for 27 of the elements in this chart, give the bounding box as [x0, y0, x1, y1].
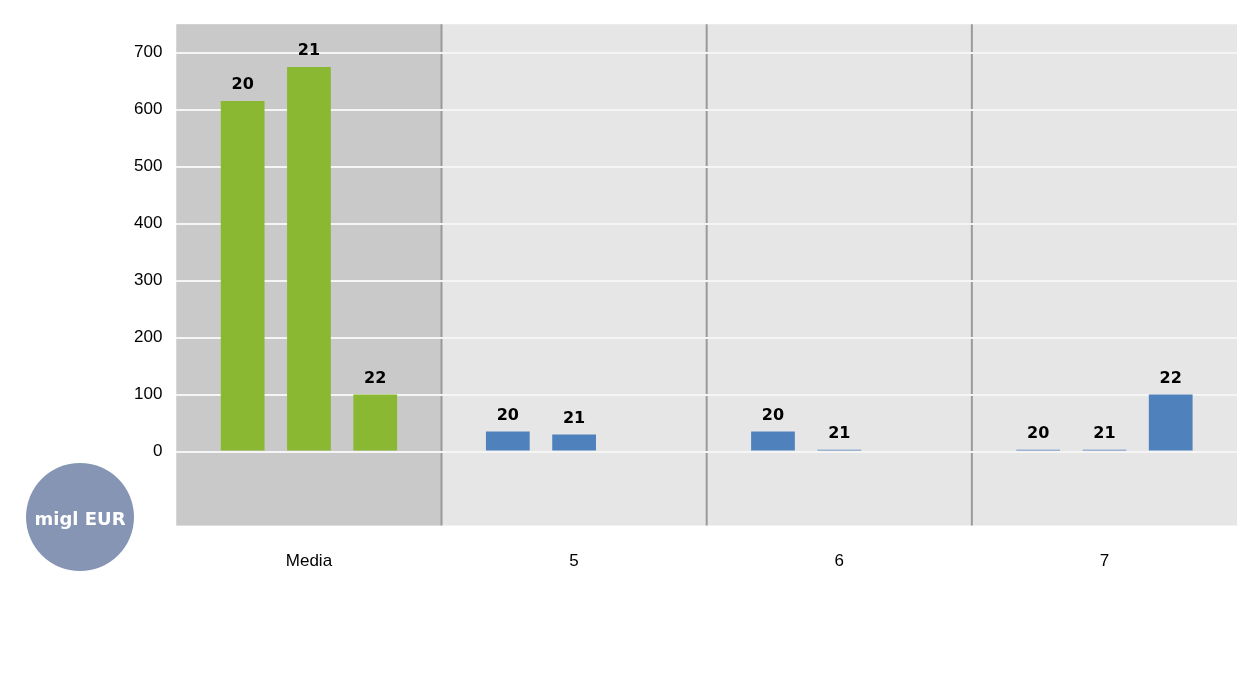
text: 20: [231, 74, 254, 94]
series-label: 22: [364, 367, 387, 387]
x-tick-label: 5: [569, 551, 579, 571]
text: 20: [761, 404, 785, 424]
y-tick-label: 200: [133, 327, 163, 347]
y-tick-label: 300: [133, 270, 163, 290]
x-tick-label: Media: [285, 551, 333, 571]
series-label: 20: [1027, 422, 1050, 442]
y-axis-title: migl EUR: [33, 508, 127, 529]
bar: [552, 434, 596, 451]
bar: [353, 394, 398, 451]
text: 20: [496, 404, 519, 424]
bar: [751, 431, 795, 451]
text: 21: [297, 40, 321, 60]
y-tick-label: 400: [133, 213, 163, 233]
y-tick-label: 600: [133, 99, 163, 119]
series-label: 21: [828, 422, 851, 442]
text: 21: [1093, 422, 1116, 442]
text: 21: [562, 407, 586, 427]
y-tick-label: 0: [152, 441, 163, 461]
bar: [485, 431, 530, 451]
x-tick-label: 7: [1099, 551, 1110, 571]
y-tick-label: 700: [133, 42, 163, 62]
y-tick-label: 100: [133, 384, 163, 404]
text: 22: [1159, 367, 1182, 387]
y-tick-label: 500: [133, 156, 163, 176]
x-tick-label: 6: [834, 551, 844, 571]
